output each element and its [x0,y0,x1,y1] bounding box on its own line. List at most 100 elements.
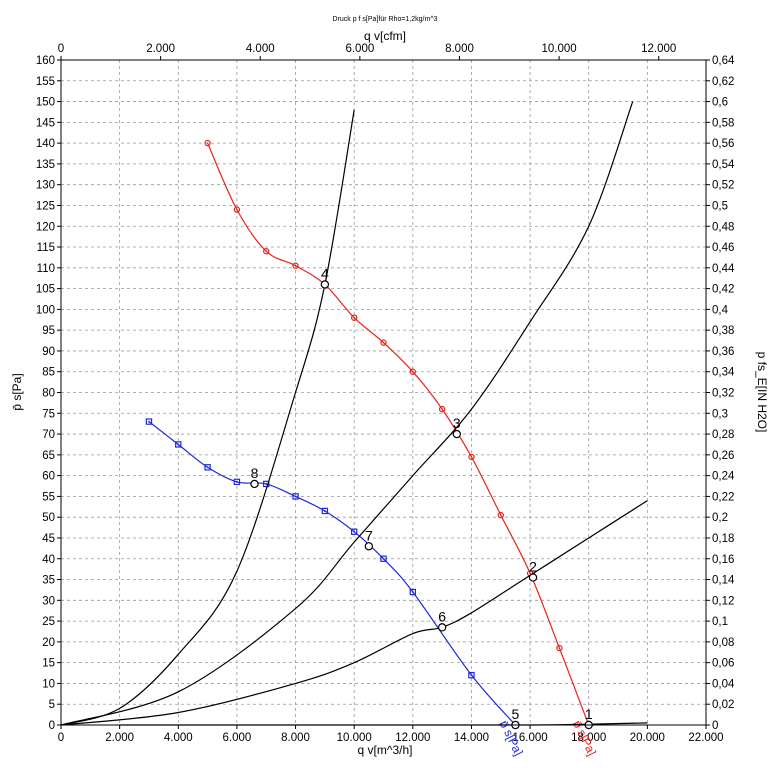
x-tick-label: 16.000 [512,732,547,744]
right-tick-label: 0,56 [712,138,734,150]
data-point-dot [470,456,473,458]
data-point [380,555,387,562]
top-tick-label: 6.000 [345,43,374,55]
left-tick-label: 70 [42,429,55,441]
data-point-dot [236,481,238,483]
right-tick-label: 0,34 [712,367,735,379]
data-point-dot [382,557,385,560]
plot-frame [60,59,707,726]
x-tick-label: 6.000 [223,732,252,744]
right-tick-label: 0,04 [712,678,735,690]
right-tick-label: 0,62 [712,76,734,88]
right-tick-label: 0,28 [712,429,734,441]
right-tick-label: 0,36 [712,346,734,358]
data-point-dot [353,316,355,319]
data-point [497,511,504,519]
left-tick-label: 25 [42,616,55,628]
operating-point-label: 3 [453,415,461,431]
top-tick-label: 4.000 [246,43,275,55]
left-tick-label: 20 [42,637,55,649]
left-tick-label: 130 [36,180,55,192]
data-point-dot [353,530,355,533]
data-point [350,314,358,321]
x-tick-label: 2.000 [105,732,134,744]
data-point-dot [177,443,180,446]
system-curve-2-6 [60,500,648,726]
left-tick-label: 45 [42,533,55,545]
data-point-dot [412,591,414,593]
left-tick-label: 0 [49,720,55,732]
right-tick-label: 0,4 [712,304,729,316]
operating-point-label: 1 [585,706,593,722]
operating-point-marker [364,542,374,551]
data-point-dot [499,514,502,516]
data-point-dot [294,264,297,267]
right-tick-label: 0,48 [712,221,734,233]
left-tick-label: 60 [42,471,55,483]
operating-point-label: 5 [512,706,520,722]
right-tick-label: 0,46 [712,242,734,254]
left-tick-label: 35 [42,575,55,587]
x-tick-label: 22.000 [688,732,723,744]
data-point [292,262,299,269]
x-tick-label: 20.000 [630,732,665,744]
right-tick-label: 0,14 [712,575,735,587]
right-y-axis-label: p fs_E[IN H2O] [755,352,769,433]
data-point-dot [470,674,473,676]
bottom-x-axis-label: q v[m^3/h] [358,743,413,757]
left-tick-label: 80 [42,388,55,400]
data-point-dot [558,647,561,649]
right-tick-label: 0,58 [712,117,734,129]
data-point [380,339,387,346]
left-tick-label: 120 [36,221,55,233]
left-tick-label: 15 [42,658,55,670]
right-tick-label: 0,2 [712,512,728,524]
left-tick-label: 110 [37,263,55,275]
right-tick-label: 0,16 [712,554,734,566]
right-tick-label: 0,08 [712,637,734,649]
data-point [409,368,417,375]
data-point [438,405,446,413]
left-tick-label: 65 [42,450,55,462]
x-tick-label: 0 [58,732,64,744]
x-tick-label: 12.000 [395,732,430,744]
right-tick-label: 0,54 [712,159,735,171]
left-tick-label: 10 [42,678,55,690]
grid-lines [61,60,706,725]
left-tick-label: 105 [36,284,55,296]
left-tick-label: 100 [36,304,55,316]
data-point [321,507,329,515]
data-point-dot [206,142,209,144]
x-tick-label: 8.000 [281,732,310,744]
data-point [233,478,241,486]
data-point-dot [294,495,297,498]
operating-point-label: 8 [251,465,259,481]
chart-title: Druck p f s[Pa]für Rho=1,2kg/m^3 [332,16,437,23]
data-point [204,139,211,147]
data-point-dot [148,420,150,423]
operating-point-label: 4 [321,265,329,281]
operating-point-label: 6 [438,608,446,624]
left-tick-label: 135 [36,159,55,171]
right-tick-label: 0,22 [712,491,734,503]
top-tick-label: 10.000 [542,43,577,55]
x-tick-label: 10.000 [337,732,372,744]
system-curve-3-7 [60,101,634,726]
right-tick-label: 0,24 [712,471,735,483]
left-tick-label: 30 [42,595,55,607]
data-point-dot [206,466,209,469]
data-point [468,453,475,461]
data-point [350,528,358,535]
right-tick-label: 0,26 [712,450,734,462]
top-tick-label: 0 [58,43,64,55]
data-point-dot [412,370,414,373]
left-tick-label: 145 [36,117,55,129]
left-tick-label: 160 [36,55,55,67]
data-point [292,493,299,500]
top-tick-label: 12.000 [641,43,676,55]
x-tick-label: 18.000 [571,732,606,744]
operating-point-marker [437,623,447,632]
right-tick-label: 0,1 [712,616,728,628]
right-tick-label: 0,18 [712,533,734,545]
